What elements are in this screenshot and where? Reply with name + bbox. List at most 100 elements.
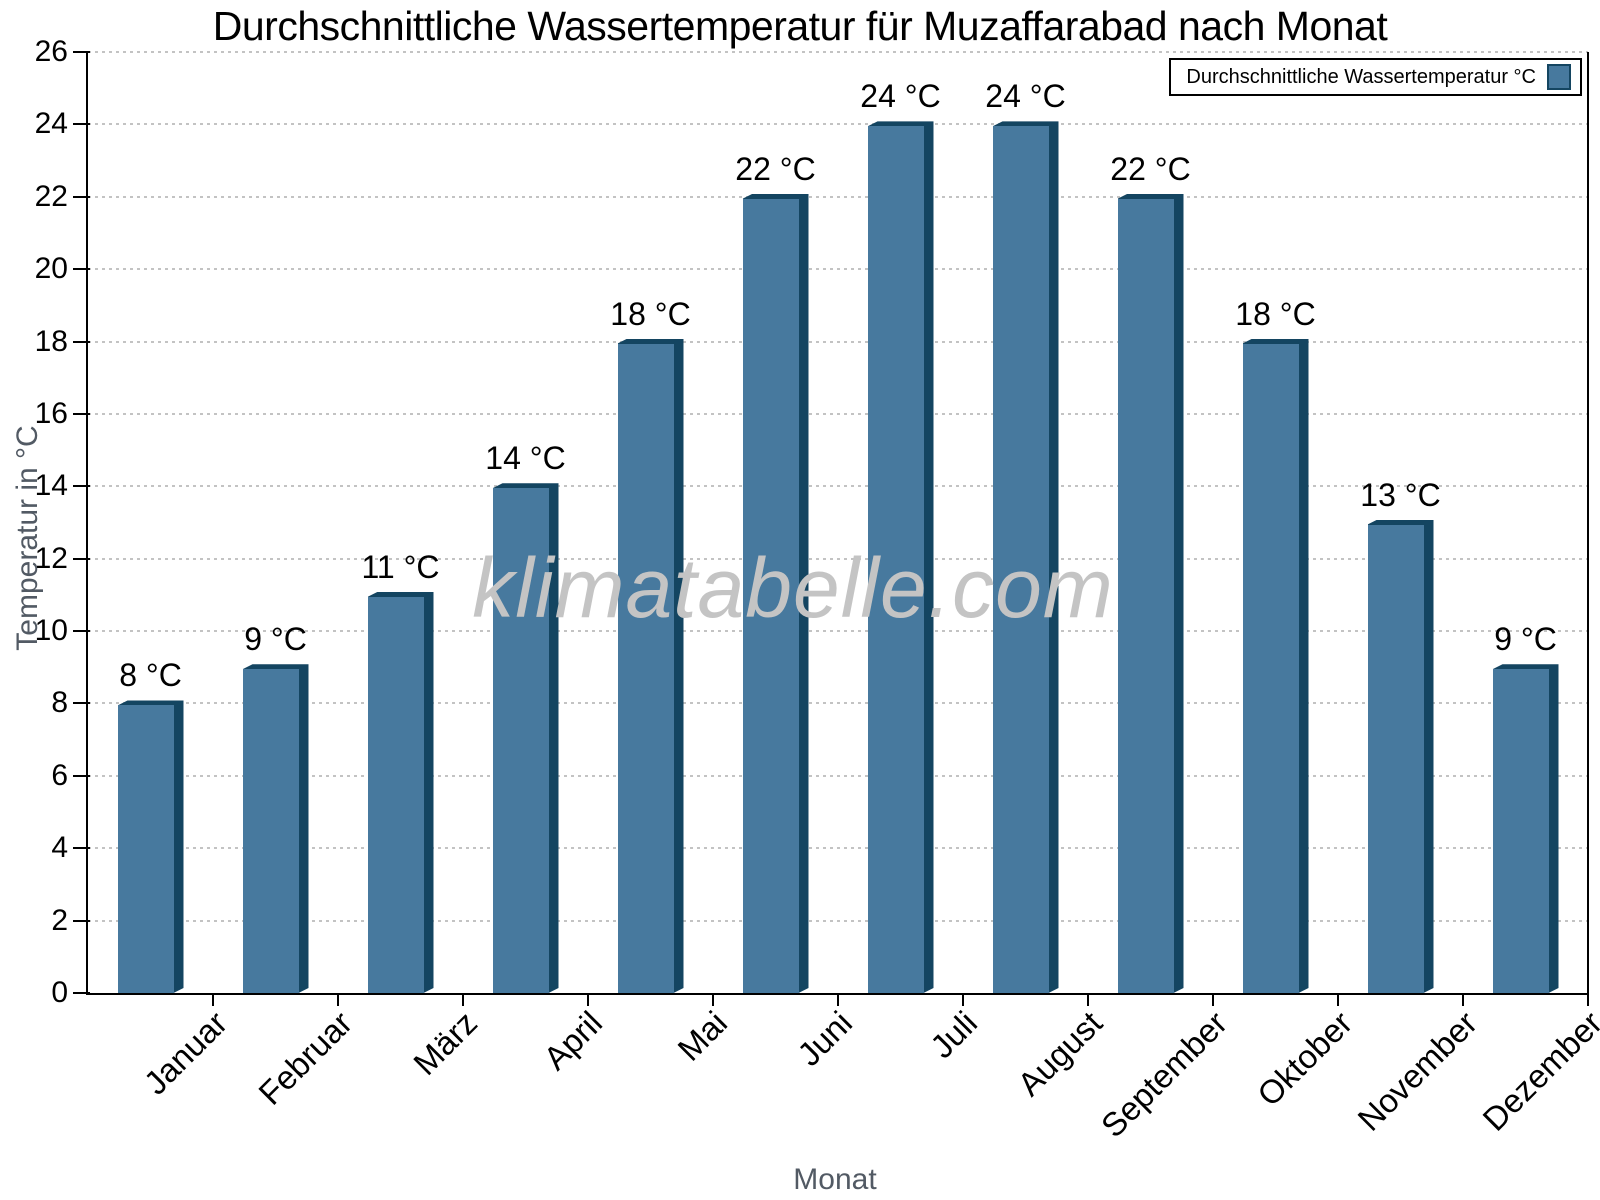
- legend: Durchschnittliche Wassertemperatur °C: [1169, 58, 1582, 96]
- x-tick-label-august: August: [1009, 1004, 1109, 1103]
- y-tick-label: 10: [34, 614, 68, 648]
- x-tick-label-juni: Juni: [789, 1004, 859, 1073]
- x-tick: [337, 993, 339, 1006]
- bar-august: [993, 121, 1059, 993]
- x-tick-label-februar: Februar: [250, 1004, 359, 1112]
- x-tick-label-dezember: Dezember: [1474, 1004, 1600, 1138]
- x-tick: [212, 993, 214, 1006]
- bar-value-label: 22 °C: [735, 150, 816, 187]
- gridline: [88, 51, 1588, 53]
- bar-april: [493, 483, 559, 993]
- legend-label: Durchschnittliche Wassertemperatur °C: [1186, 65, 1536, 88]
- x-tick: [1462, 993, 1464, 1006]
- plot-right-border: [1587, 52, 1589, 1006]
- gridline: [88, 340, 1588, 343]
- bar-juli: [868, 121, 934, 993]
- gridline: [88, 847, 1588, 850]
- x-tick: [462, 993, 464, 1006]
- bar-face-februar: [243, 669, 299, 993]
- x-tick-label-september: September: [1093, 1004, 1234, 1145]
- y-tick-label: 22: [34, 179, 68, 213]
- gridline: [88, 919, 1588, 922]
- bar-value-label: 9 °C: [1494, 621, 1557, 658]
- y-tick: [73, 485, 90, 488]
- bar-face-oktober: [1243, 344, 1299, 993]
- y-axis-line: [86, 52, 88, 993]
- bar-face-april: [493, 488, 549, 993]
- y-tick: [73, 774, 90, 777]
- bar-value-label: 18 °C: [610, 295, 691, 332]
- bar-marz: [368, 592, 434, 993]
- legend-swatch: [1547, 64, 1571, 90]
- y-axis-title: Temperatur in °C: [11, 425, 44, 651]
- bar-face-august: [993, 126, 1049, 993]
- x-tick-label-november: November: [1349, 1004, 1484, 1138]
- bar-januar: [118, 700, 184, 993]
- y-tick: [73, 195, 90, 198]
- x-tick: [712, 993, 714, 1006]
- y-tick: [73, 123, 90, 126]
- y-tick-label: 4: [51, 831, 68, 865]
- y-tick-label: 0: [51, 976, 68, 1009]
- bar-value-label: 18 °C: [1235, 295, 1316, 332]
- bar-september: [1118, 194, 1184, 993]
- x-axis-title: Monat: [793, 1163, 877, 1196]
- y-tick: [73, 557, 90, 560]
- gridline: [88, 557, 1588, 560]
- bar-value-label: 24 °C: [985, 78, 1066, 115]
- y-tick-label: 26: [34, 35, 68, 68]
- x-tick-label-januar: Januar: [136, 1004, 234, 1102]
- watermark: klimatabelle.com: [472, 541, 1114, 635]
- bar-face-marz: [368, 597, 424, 993]
- x-tick: [962, 993, 964, 1006]
- gridline: [88, 485, 1588, 488]
- x-tick-label-juli: Juli: [922, 1004, 984, 1066]
- y-tick-label: 14: [34, 469, 68, 503]
- bar-value-label: 11 °C: [361, 548, 440, 585]
- y-tick-label: 2: [51, 903, 68, 937]
- gridline: [88, 630, 1588, 633]
- bar-oktober: [1243, 339, 1309, 993]
- y-tick-label: 8: [51, 686, 68, 720]
- bar-november: [1368, 520, 1434, 994]
- y-tick: [73, 630, 90, 633]
- gridline: [88, 123, 1588, 126]
- bar-dezember: [1493, 664, 1559, 993]
- y-tick: [73, 412, 90, 415]
- gridline: [88, 412, 1588, 415]
- bar-face-november: [1368, 525, 1424, 994]
- bar-face-dezember: [1493, 669, 1549, 993]
- y-tick: [73, 992, 90, 994]
- bar-value-label: 14 °C: [485, 440, 566, 477]
- y-tick: [73, 268, 90, 271]
- bar-face-juli: [868, 126, 924, 993]
- x-tick-label-marz: März: [405, 1004, 484, 1083]
- bar-mai: [618, 339, 684, 993]
- gridline: [88, 268, 1588, 271]
- y-tick-label: 6: [51, 758, 68, 792]
- x-tick: [837, 993, 839, 1006]
- bar-value-label: 13 °C: [1360, 476, 1441, 513]
- chart-title: Durchschnittliche Wassertemperatur für M…: [212, 3, 1388, 49]
- y-tick: [73, 51, 90, 53]
- y-tick: [73, 340, 90, 343]
- y-tick: [73, 919, 90, 922]
- bar-juni: [743, 194, 809, 993]
- x-tick: [587, 993, 589, 1006]
- y-tick-label: 24: [34, 107, 68, 141]
- bar-face-mai: [618, 344, 674, 993]
- y-tick-label: 20: [34, 252, 68, 286]
- x-tick-label-april: April: [535, 1004, 609, 1077]
- bar-face-juni: [743, 199, 799, 993]
- x-tick: [1337, 993, 1339, 1006]
- bar-value-label: 8 °C: [119, 657, 182, 694]
- x-tick-label-mai: Mai: [669, 1004, 734, 1068]
- y-tick: [73, 847, 90, 850]
- gridline: [88, 774, 1588, 777]
- bar-value-label: 22 °C: [1110, 150, 1191, 187]
- bar-februar: [243, 664, 309, 993]
- x-tick: [1087, 993, 1089, 1006]
- x-tick-label-oktober: Oktober: [1249, 1004, 1359, 1114]
- bar-value-label: 24 °C: [860, 78, 941, 115]
